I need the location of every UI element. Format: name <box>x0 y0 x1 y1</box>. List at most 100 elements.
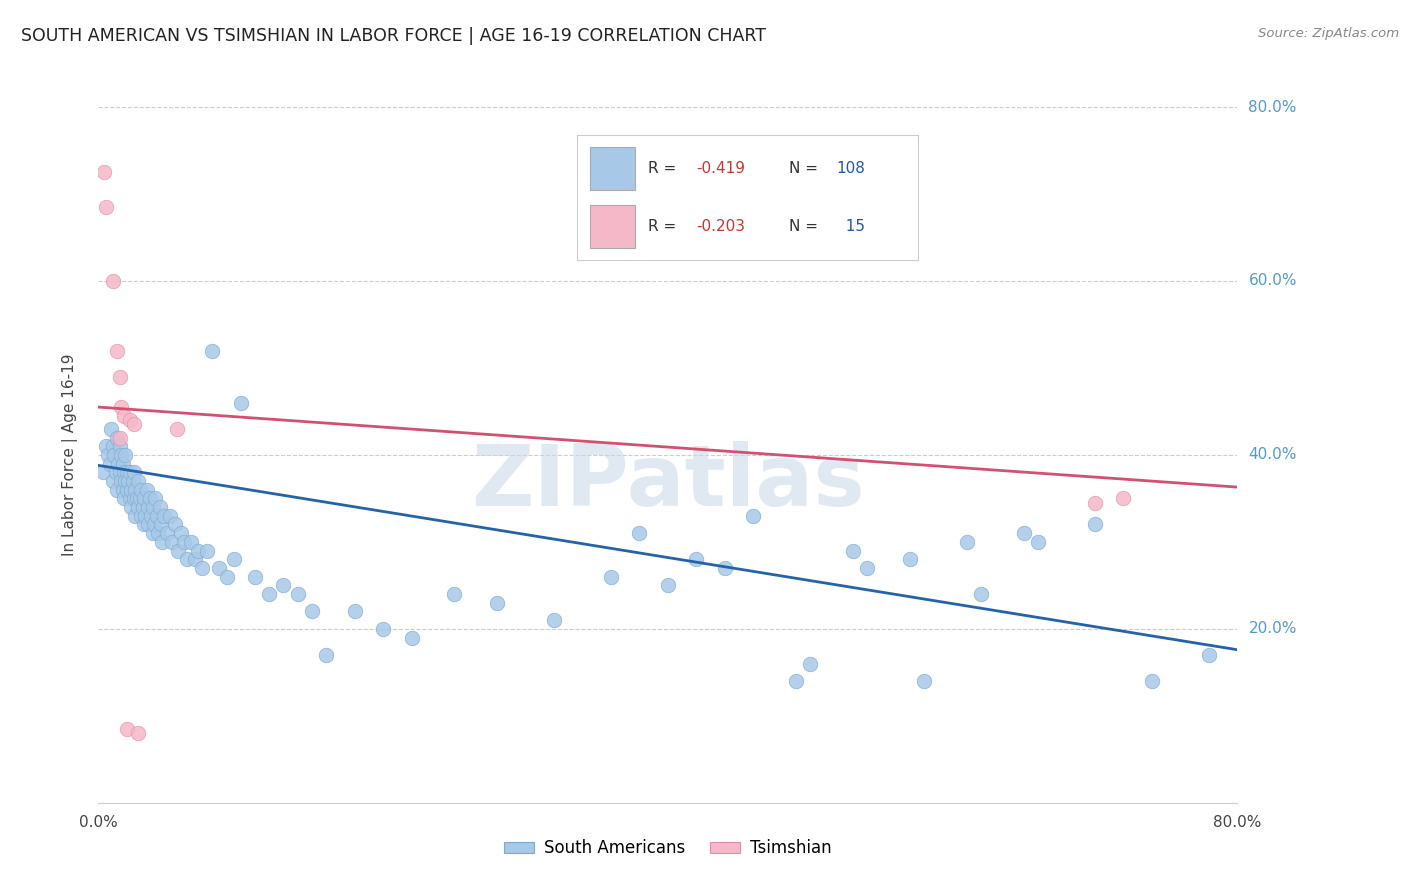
Point <box>714 561 737 575</box>
Point <box>122 417 145 432</box>
Point <box>657 578 679 592</box>
Point <box>301 605 323 619</box>
Point <box>176 552 198 566</box>
Point <box>124 508 146 523</box>
Point <box>191 561 214 575</box>
Point <box>127 726 149 740</box>
Point <box>912 674 935 689</box>
Point <box>124 483 146 497</box>
Point <box>104 466 127 480</box>
Point <box>142 517 165 532</box>
Point <box>110 400 132 414</box>
Point <box>149 500 172 514</box>
Point <box>201 343 224 358</box>
Point <box>121 474 143 488</box>
Point <box>111 483 134 497</box>
Point <box>120 483 142 497</box>
Point <box>222 552 245 566</box>
Point <box>94 200 117 214</box>
Text: 40.0%: 40.0% <box>1249 448 1296 462</box>
Point <box>94 439 117 453</box>
Point <box>373 622 395 636</box>
Point <box>195 543 218 558</box>
Point <box>443 587 465 601</box>
Point <box>91 466 114 480</box>
Point <box>170 526 193 541</box>
Point <box>401 631 423 645</box>
Point <box>129 508 152 523</box>
Point <box>167 543 190 558</box>
Point <box>146 508 169 523</box>
Point <box>112 466 135 480</box>
Point <box>343 605 366 619</box>
Point <box>543 613 565 627</box>
Point <box>1140 674 1163 689</box>
Text: SOUTH AMERICAN VS TSIMSHIAN IN LABOR FORCE | AGE 16-19 CORRELATION CHART: SOUTH AMERICAN VS TSIMSHIAN IN LABOR FOR… <box>21 27 766 45</box>
Point <box>108 430 131 444</box>
Point <box>970 587 993 601</box>
Point <box>97 448 120 462</box>
Point <box>105 430 128 444</box>
Point <box>107 457 129 471</box>
Point <box>600 570 623 584</box>
Point <box>112 491 135 506</box>
Y-axis label: In Labor Force | Age 16-19: In Labor Force | Age 16-19 <box>62 353 77 557</box>
Text: 80.0%: 80.0% <box>1249 100 1296 114</box>
Point <box>115 466 138 480</box>
Point <box>842 543 865 558</box>
Point <box>628 526 651 541</box>
Point <box>287 587 309 601</box>
Point <box>129 483 152 497</box>
Point <box>156 526 179 541</box>
Point <box>139 508 162 523</box>
Point <box>127 500 149 514</box>
Point <box>148 526 170 541</box>
Point <box>166 422 188 436</box>
Point <box>229 395 252 409</box>
Point <box>215 570 238 584</box>
Point <box>108 439 131 453</box>
Point <box>110 448 132 462</box>
Point <box>100 422 122 436</box>
Point <box>1012 526 1035 541</box>
Point <box>208 561 231 575</box>
Point <box>165 517 187 532</box>
Point <box>108 466 131 480</box>
Point <box>138 491 160 506</box>
Point <box>184 552 207 566</box>
Point <box>114 474 136 488</box>
Point <box>115 722 138 736</box>
Point <box>187 543 209 558</box>
Point <box>243 570 266 584</box>
Text: Source: ZipAtlas.com: Source: ZipAtlas.com <box>1258 27 1399 40</box>
Point <box>93 165 115 179</box>
Point <box>110 474 132 488</box>
Point <box>742 508 765 523</box>
Point <box>134 508 156 523</box>
Point <box>105 343 128 358</box>
Point <box>141 526 163 541</box>
Point <box>105 483 128 497</box>
Point <box>162 534 184 549</box>
Point <box>1112 491 1135 506</box>
Point <box>127 474 149 488</box>
Point <box>1084 517 1107 532</box>
Point <box>131 500 153 514</box>
Point <box>799 657 821 671</box>
Point <box>1026 534 1049 549</box>
Point <box>136 500 159 514</box>
Point <box>98 457 121 471</box>
Point <box>315 648 337 662</box>
Point <box>898 552 921 566</box>
Point <box>118 466 141 480</box>
Point <box>259 587 281 601</box>
Point <box>685 552 707 566</box>
Point <box>101 474 124 488</box>
Point <box>135 483 157 497</box>
Point <box>273 578 295 592</box>
Legend: South Americans, Tsimshian: South Americans, Tsimshian <box>498 833 838 864</box>
Point <box>101 274 124 288</box>
Point <box>180 534 202 549</box>
Point <box>152 534 174 549</box>
Point <box>785 674 807 689</box>
